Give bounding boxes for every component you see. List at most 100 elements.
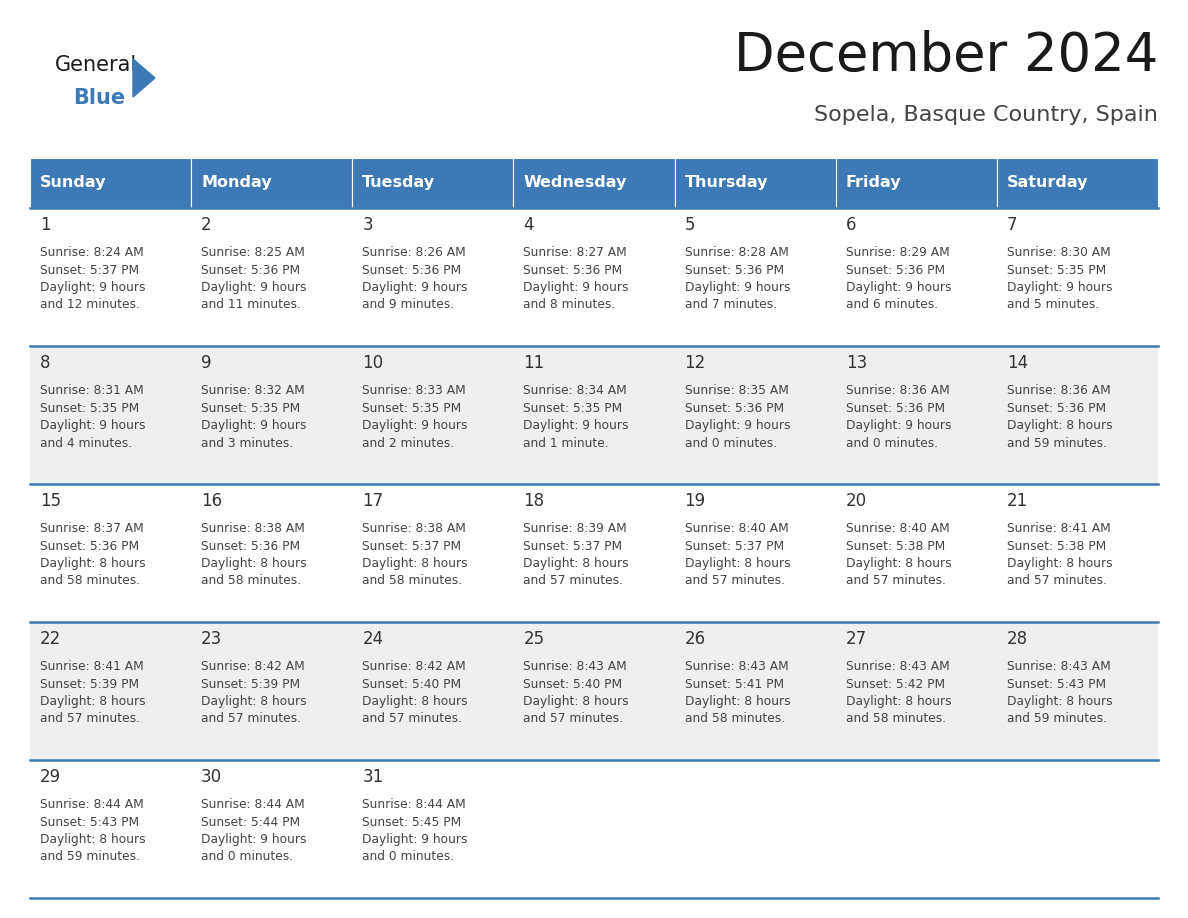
Text: Sunrise: 8:44 AM: Sunrise: 8:44 AM bbox=[362, 798, 466, 811]
Text: Daylight: 9 hours: Daylight: 9 hours bbox=[1007, 281, 1112, 294]
Text: and 0 minutes.: and 0 minutes. bbox=[362, 850, 455, 864]
Text: Sunset: 5:40 PM: Sunset: 5:40 PM bbox=[524, 677, 623, 690]
Text: 31: 31 bbox=[362, 768, 384, 786]
Text: Daylight: 9 hours: Daylight: 9 hours bbox=[524, 419, 628, 432]
Text: Sunrise: 8:43 AM: Sunrise: 8:43 AM bbox=[524, 660, 627, 673]
Bar bbox=[835, 622, 997, 760]
Text: 4: 4 bbox=[524, 216, 533, 234]
Text: Sunrise: 8:28 AM: Sunrise: 8:28 AM bbox=[684, 246, 789, 259]
Text: 30: 30 bbox=[201, 768, 222, 786]
Bar bbox=[675, 622, 835, 760]
Text: 11: 11 bbox=[524, 354, 544, 372]
Text: Sunrise: 8:35 AM: Sunrise: 8:35 AM bbox=[684, 384, 789, 397]
Text: Sunrise: 8:41 AM: Sunrise: 8:41 AM bbox=[1007, 522, 1111, 535]
Text: and 2 minutes.: and 2 minutes. bbox=[362, 436, 455, 450]
Text: Daylight: 8 hours: Daylight: 8 hours bbox=[362, 557, 468, 570]
Text: 23: 23 bbox=[201, 630, 222, 648]
Bar bbox=[675, 346, 835, 484]
Text: Sunset: 5:37 PM: Sunset: 5:37 PM bbox=[684, 540, 784, 553]
Text: Sunrise: 8:27 AM: Sunrise: 8:27 AM bbox=[524, 246, 627, 259]
Text: Daylight: 8 hours: Daylight: 8 hours bbox=[846, 557, 952, 570]
Text: Sunset: 5:38 PM: Sunset: 5:38 PM bbox=[1007, 540, 1106, 553]
Text: 14: 14 bbox=[1007, 354, 1028, 372]
Text: General: General bbox=[55, 55, 138, 75]
Text: Sunrise: 8:36 AM: Sunrise: 8:36 AM bbox=[1007, 384, 1111, 397]
Text: Sunrise: 8:40 AM: Sunrise: 8:40 AM bbox=[846, 522, 949, 535]
Bar bbox=[191, 622, 353, 760]
Text: Sunrise: 8:37 AM: Sunrise: 8:37 AM bbox=[40, 522, 144, 535]
Text: Daylight: 9 hours: Daylight: 9 hours bbox=[846, 419, 952, 432]
Bar bbox=[513, 346, 675, 484]
Text: 8: 8 bbox=[40, 354, 51, 372]
Text: Daylight: 9 hours: Daylight: 9 hours bbox=[201, 833, 307, 846]
Text: 27: 27 bbox=[846, 630, 867, 648]
Text: Sunset: 5:35 PM: Sunset: 5:35 PM bbox=[362, 401, 461, 415]
Text: and 58 minutes.: and 58 minutes. bbox=[362, 575, 462, 588]
Text: Sunrise: 8:33 AM: Sunrise: 8:33 AM bbox=[362, 384, 466, 397]
Text: 5: 5 bbox=[684, 216, 695, 234]
Text: and 57 minutes.: and 57 minutes. bbox=[362, 712, 462, 725]
Text: 21: 21 bbox=[1007, 492, 1028, 510]
Bar bbox=[30, 346, 191, 484]
Text: Sunrise: 8:44 AM: Sunrise: 8:44 AM bbox=[40, 798, 144, 811]
Text: 29: 29 bbox=[40, 768, 61, 786]
Text: Sunrise: 8:25 AM: Sunrise: 8:25 AM bbox=[201, 246, 305, 259]
Bar bbox=[353, 622, 513, 760]
Text: Daylight: 8 hours: Daylight: 8 hours bbox=[1007, 557, 1112, 570]
Bar bbox=[997, 484, 1158, 622]
Text: Daylight: 9 hours: Daylight: 9 hours bbox=[524, 281, 628, 294]
Text: 2: 2 bbox=[201, 216, 211, 234]
Text: 18: 18 bbox=[524, 492, 544, 510]
Text: and 59 minutes.: and 59 minutes. bbox=[1007, 436, 1107, 450]
Bar bbox=[30, 760, 191, 898]
Text: Daylight: 9 hours: Daylight: 9 hours bbox=[846, 281, 952, 294]
Bar bbox=[30, 622, 191, 760]
Text: Sunrise: 8:31 AM: Sunrise: 8:31 AM bbox=[40, 384, 144, 397]
Text: Daylight: 9 hours: Daylight: 9 hours bbox=[684, 281, 790, 294]
Text: and 57 minutes.: and 57 minutes. bbox=[1007, 575, 1107, 588]
Text: Sunset: 5:39 PM: Sunset: 5:39 PM bbox=[40, 677, 139, 690]
Text: and 7 minutes.: and 7 minutes. bbox=[684, 298, 777, 311]
Bar bbox=[997, 346, 1158, 484]
Text: Sunset: 5:42 PM: Sunset: 5:42 PM bbox=[846, 677, 944, 690]
Text: Sunrise: 8:44 AM: Sunrise: 8:44 AM bbox=[201, 798, 305, 811]
Text: and 9 minutes.: and 9 minutes. bbox=[362, 298, 455, 311]
Text: Sunrise: 8:24 AM: Sunrise: 8:24 AM bbox=[40, 246, 144, 259]
Text: Daylight: 8 hours: Daylight: 8 hours bbox=[1007, 419, 1112, 432]
Text: 16: 16 bbox=[201, 492, 222, 510]
Bar bbox=[675, 158, 835, 208]
Bar bbox=[191, 760, 353, 898]
Text: Sunset: 5:35 PM: Sunset: 5:35 PM bbox=[40, 401, 139, 415]
Text: Sunset: 5:36 PM: Sunset: 5:36 PM bbox=[40, 540, 139, 553]
Text: and 57 minutes.: and 57 minutes. bbox=[684, 575, 784, 588]
Text: Sunrise: 8:26 AM: Sunrise: 8:26 AM bbox=[362, 246, 466, 259]
Bar bbox=[675, 484, 835, 622]
Text: and 58 minutes.: and 58 minutes. bbox=[40, 575, 140, 588]
Text: Daylight: 8 hours: Daylight: 8 hours bbox=[684, 557, 790, 570]
Text: 9: 9 bbox=[201, 354, 211, 372]
Text: and 59 minutes.: and 59 minutes. bbox=[1007, 712, 1107, 725]
Text: Sunset: 5:36 PM: Sunset: 5:36 PM bbox=[524, 263, 623, 276]
Text: 3: 3 bbox=[362, 216, 373, 234]
Bar bbox=[191, 346, 353, 484]
Text: Sunrise: 8:29 AM: Sunrise: 8:29 AM bbox=[846, 246, 949, 259]
Text: Monday: Monday bbox=[201, 175, 272, 191]
Text: 13: 13 bbox=[846, 354, 867, 372]
Text: Sunrise: 8:36 AM: Sunrise: 8:36 AM bbox=[846, 384, 949, 397]
Text: Daylight: 8 hours: Daylight: 8 hours bbox=[362, 695, 468, 708]
Text: and 58 minutes.: and 58 minutes. bbox=[201, 575, 302, 588]
Text: Sunrise: 8:38 AM: Sunrise: 8:38 AM bbox=[201, 522, 305, 535]
Text: and 0 minutes.: and 0 minutes. bbox=[201, 850, 293, 864]
Bar bbox=[997, 158, 1158, 208]
Text: Sunset: 5:38 PM: Sunset: 5:38 PM bbox=[846, 540, 944, 553]
Text: 7: 7 bbox=[1007, 216, 1017, 234]
Text: Daylight: 9 hours: Daylight: 9 hours bbox=[40, 281, 145, 294]
Text: Friday: Friday bbox=[846, 175, 902, 191]
Text: Daylight: 8 hours: Daylight: 8 hours bbox=[1007, 695, 1112, 708]
Bar bbox=[835, 158, 997, 208]
Text: Sunrise: 8:43 AM: Sunrise: 8:43 AM bbox=[684, 660, 789, 673]
Text: Sunrise: 8:40 AM: Sunrise: 8:40 AM bbox=[684, 522, 789, 535]
Text: Tuesday: Tuesday bbox=[362, 175, 436, 191]
Text: Sunset: 5:36 PM: Sunset: 5:36 PM bbox=[684, 263, 784, 276]
Text: Sunset: 5:41 PM: Sunset: 5:41 PM bbox=[684, 677, 784, 690]
